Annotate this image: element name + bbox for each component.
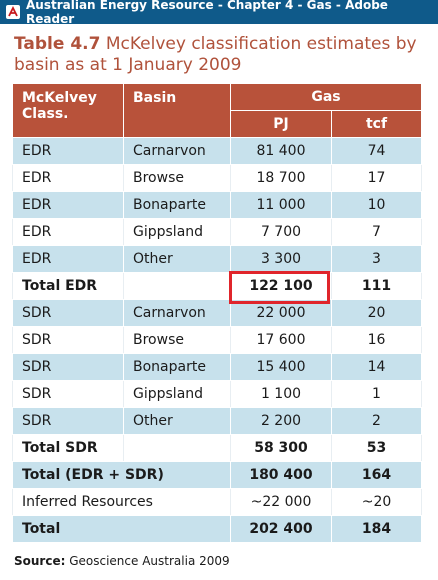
table-row: EDR Gippsland 7 700 7: [12, 218, 422, 246]
cell-basin: Browse: [123, 164, 231, 192]
table-caption: McKelvey classification estimates by bas…: [14, 34, 417, 75]
cell-class: SDR: [12, 380, 124, 408]
table-number: Table 4.7: [14, 34, 101, 54]
header-gas: Gas: [230, 83, 422, 111]
cell-class: EDR: [12, 218, 124, 246]
cell-pj: 81 400: [230, 137, 332, 165]
cell-basin: Gippsland: [123, 380, 231, 408]
highlight-box: [229, 271, 330, 304]
cell-class: SDR: [12, 326, 124, 354]
cell-tcf: 3: [331, 245, 422, 273]
cell-basin: Browse: [123, 326, 231, 354]
cell-pj: 11 000: [230, 191, 332, 219]
cell-tcf: 16: [331, 326, 422, 354]
cell-pj: ~22 000: [230, 488, 332, 516]
cell-pj: 180 400: [230, 461, 332, 489]
cell-pj: 1 100: [230, 380, 332, 408]
table-row: EDR Other 3 300 3: [12, 245, 422, 273]
cell-class: EDR: [12, 137, 124, 165]
table-row: SDR Bonaparte 15 400 14: [12, 353, 422, 381]
table-row-grand-total: Total 202 400 184: [12, 515, 422, 543]
table-row: EDR Bonaparte 11 000 10: [12, 191, 422, 219]
cell-class: Total (EDR + SDR): [12, 461, 231, 489]
cell-pj: 17 600: [230, 326, 332, 354]
cell-pj: 15 400: [230, 353, 332, 381]
cell-class: EDR: [12, 245, 124, 273]
source-note: Source: Geoscience Australia 2009: [14, 554, 230, 568]
cell-tcf: 2: [331, 407, 422, 435]
cell-class: Inferred Resources: [12, 488, 231, 516]
cell-class: SDR: [12, 299, 124, 327]
cell-tcf: ~20: [331, 488, 422, 516]
cell-tcf: 1: [331, 380, 422, 408]
table-row-inferred: Inferred Resources ~22 000 ~20: [12, 488, 422, 516]
cell-basin: Bonaparte: [123, 191, 231, 219]
table-row-total-edr-sdr: Total (EDR + SDR) 180 400 164: [12, 461, 422, 489]
cell-basin: [123, 272, 231, 300]
cell-tcf: 164: [331, 461, 422, 489]
source-text: Geoscience Australia 2009: [65, 554, 230, 568]
cell-basin: Carnarvon: [123, 299, 231, 327]
cell-class: EDR: [12, 164, 124, 192]
cell-tcf: 53: [331, 434, 422, 462]
gas-estimates-table: McKelvey Class. Basin Gas PJ tcf EDR Carn…: [12, 83, 422, 543]
cell-basin: [123, 434, 231, 462]
cell-pj: 3 300: [230, 245, 332, 273]
cell-tcf: 184: [331, 515, 422, 543]
cell-class: SDR: [12, 407, 124, 435]
cell-pj: 7 700: [230, 218, 332, 246]
source-label: Source:: [14, 554, 66, 568]
table-heading: Table 4.7 McKelvey classification estima…: [14, 34, 424, 76]
table-row-total-edr: Total EDR 122 100 111: [12, 272, 422, 300]
cell-tcf: 20: [331, 299, 422, 327]
table-row: EDR Browse 18 700 17: [12, 164, 422, 192]
cell-pj: 58 300: [230, 434, 332, 462]
header-basin: Basin: [123, 83, 231, 138]
table-row: SDR Browse 17 600 16: [12, 326, 422, 354]
cell-basin: Gippsland: [123, 218, 231, 246]
cell-tcf: 10: [331, 191, 422, 219]
header-pj: PJ: [230, 110, 332, 138]
header-tcf: tcf: [331, 110, 422, 138]
table-row: SDR Carnarvon 22 000 20: [12, 299, 422, 327]
cell-pj: 18 700: [230, 164, 332, 192]
cell-basin: Other: [123, 245, 231, 273]
cell-class: SDR: [12, 353, 124, 381]
window-titlebar: Australian Energy Resource - Chapter 4 -…: [0, 0, 438, 26]
cell-class: Total EDR: [12, 272, 124, 300]
cell-tcf: 74: [331, 137, 422, 165]
cell-class: Total: [12, 515, 231, 543]
cell-pj: 2 200: [230, 407, 332, 435]
table-row-total-sdr: Total SDR 58 300 53: [12, 434, 422, 462]
cell-tcf: 7: [331, 218, 422, 246]
cell-tcf: 17: [331, 164, 422, 192]
cell-pj: 202 400: [230, 515, 332, 543]
window-title: Australian Energy Resource - Chapter 4 -…: [26, 0, 388, 26]
table-row: SDR Other 2 200 2: [12, 407, 422, 435]
table-row: SDR Gippsland 1 100 1: [12, 380, 422, 408]
table-row: EDR Carnarvon 81 400 74: [12, 137, 422, 165]
cell-class: EDR: [12, 191, 124, 219]
cell-pj-highlighted: 122 100: [230, 272, 332, 300]
cell-tcf: 14: [331, 353, 422, 381]
adobe-reader-icon: [6, 5, 20, 19]
cell-class: Total SDR: [12, 434, 124, 462]
cell-basin: Carnarvon: [123, 137, 231, 165]
cell-basin: Bonaparte: [123, 353, 231, 381]
header-mckelvey-class: McKelvey Class.: [12, 83, 124, 138]
cell-tcf: 111: [331, 272, 422, 300]
cell-basin: Other: [123, 407, 231, 435]
